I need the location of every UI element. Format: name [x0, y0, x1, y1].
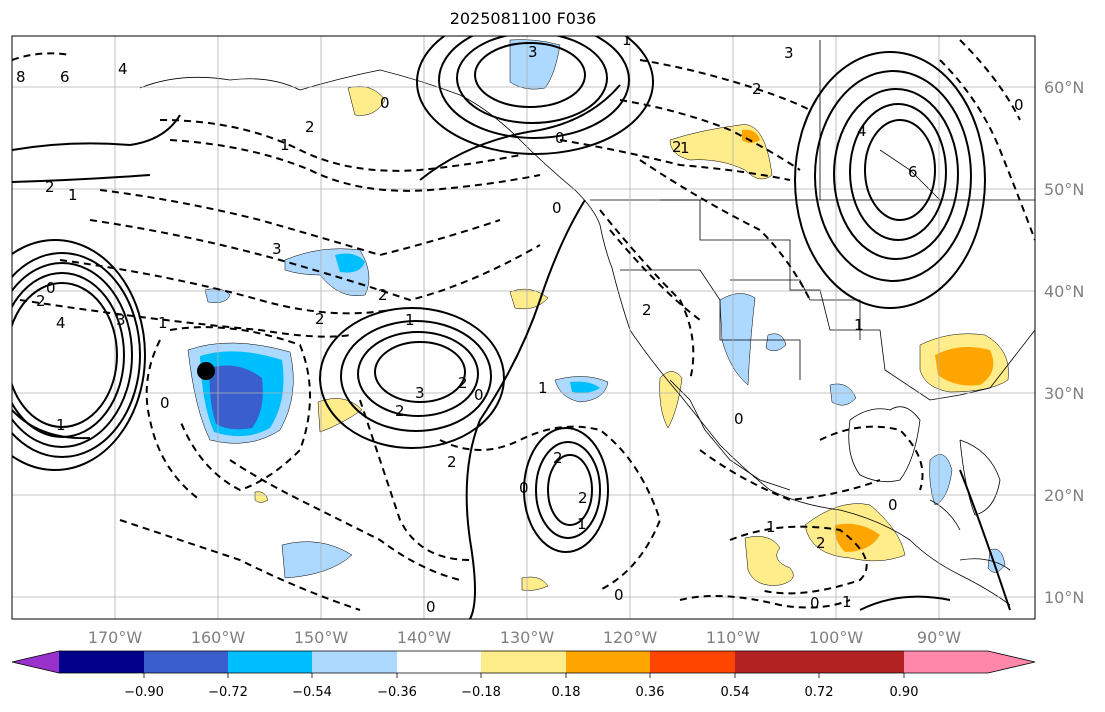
colorbar-segment — [735, 651, 819, 673]
colorbar-segment — [144, 651, 228, 673]
contour-label: 4 — [118, 60, 128, 78]
contour-label: 2 — [752, 80, 762, 98]
lat-label: 20°N — [1044, 486, 1084, 505]
lon-label: 120°W — [603, 628, 658, 647]
lon-label: 110°W — [706, 628, 761, 647]
contour-label: 2 — [45, 178, 55, 196]
contour-label: 0 — [474, 386, 484, 404]
colorbar-tick-label: −0.72 — [208, 685, 248, 700]
colorbar-tick-label: −0.36 — [377, 685, 417, 700]
colorbar-min-extend — [12, 651, 59, 673]
contour-label: 1 — [842, 593, 852, 611]
contour-label: 0 — [160, 394, 170, 412]
colorbar-segment-upper — [819, 651, 904, 673]
colorbar-segment — [228, 651, 312, 673]
contour-label: 2 — [315, 310, 325, 328]
contour-label: 1 — [158, 314, 168, 332]
map-frame — [11, 35, 1036, 620]
contour-label: 0 — [888, 496, 898, 514]
colorbar-segment — [59, 651, 144, 673]
contour-label: 0 — [1014, 96, 1024, 114]
contour-label: 2 — [553, 449, 563, 467]
map-area: 8 6 4 2 1 0 4 3 2 0 1 2 3 3 2 1 2 0 1 2 … — [12, 31, 1035, 619]
colorbar-tick-label: −0.18 — [461, 685, 501, 700]
contour-label: 0 — [734, 410, 744, 428]
contour-label: 2 — [395, 402, 405, 420]
contour-label: 3 — [528, 43, 538, 61]
contour-label: 0 — [426, 598, 436, 616]
colorbar-segment — [566, 651, 650, 673]
contour-label: 6 — [60, 68, 70, 86]
contour-label: 1 — [68, 186, 78, 204]
contour-label: 1 — [854, 316, 864, 334]
contour-label: 2 — [642, 301, 652, 319]
contour-label: 0 — [614, 586, 624, 604]
contour-label: 1 — [56, 416, 66, 434]
lon-label: 100°W — [809, 628, 864, 647]
storm-center-dot — [197, 362, 215, 380]
colorbar-tick-label: −0.54 — [292, 685, 332, 700]
lon-label: 160°W — [191, 628, 246, 647]
negative-contours — [12, 39, 1035, 611]
colorbar-segment — [397, 651, 481, 673]
longitude-labels: 170°W 160°W 150°W 140°W 130°W 120°W 110°… — [88, 628, 961, 647]
contour-label: 6 — [908, 163, 918, 181]
contour-label: 2 — [378, 286, 388, 304]
contour-label: 4 — [56, 314, 66, 332]
latitude-labels: 60°N 50°N 40°N 30°N 20°N 10°N — [1044, 78, 1084, 607]
contour-label: 0 — [46, 279, 56, 297]
contour-label: 1 — [680, 139, 690, 157]
lat-label: 10°N — [1044, 588, 1084, 607]
contour-label: 0 — [555, 129, 565, 147]
contour-label: 2 — [816, 534, 826, 552]
contour-label: 3 — [116, 311, 126, 329]
contour-label: 2 — [672, 138, 682, 156]
contour-label: 0 — [810, 594, 820, 612]
contour-label: 0 — [552, 199, 562, 217]
contour-label: 2 — [36, 292, 46, 310]
colorbar-tick-label: 0.36 — [636, 685, 665, 700]
contour-label: 3 — [415, 384, 425, 402]
contour-label: 2 — [447, 453, 457, 471]
contour-label: 3 — [272, 240, 282, 258]
contour-label: 1 — [538, 379, 548, 397]
lon-label: 90°W — [917, 628, 961, 647]
contour-label: 8 — [16, 68, 26, 86]
contour-label: 2 — [578, 489, 588, 507]
lon-label: 130°W — [500, 628, 555, 647]
colorbar-tick-label: −0.90 — [124, 685, 164, 700]
colorbar-tick-label: 0.18 — [552, 685, 581, 700]
lat-label: 60°N — [1044, 78, 1084, 97]
colorbar-segment — [312, 651, 397, 673]
lat-label: 50°N — [1044, 180, 1084, 199]
colorbar-segment — [481, 651, 566, 673]
contour-label: 1 — [405, 311, 415, 329]
lon-label: 140°W — [397, 628, 452, 647]
colorbar-tick-label: 0.72 — [805, 685, 834, 700]
contour-label: 0 — [380, 94, 390, 112]
contour-label: 1 — [766, 518, 776, 536]
contour-labels: 8 6 4 2 1 0 4 3 2 0 1 2 3 3 2 1 2 0 1 2 … — [16, 31, 1024, 616]
contour-label: 2 — [305, 118, 315, 136]
coastlines — [139, 40, 1035, 606]
colorbar-tick-label: 0.54 — [721, 685, 750, 700]
contour-label: 2 — [458, 374, 468, 392]
lat-label: 30°N — [1044, 384, 1084, 403]
lat-label: 40°N — [1044, 282, 1084, 301]
positive-contours — [12, 36, 1011, 619]
contour-label: 4 — [857, 122, 867, 140]
colorbar-segment — [650, 651, 735, 673]
lon-label: 150°W — [294, 628, 349, 647]
contour-label: 1 — [280, 136, 290, 154]
map-title: 2025081100 F036 — [449, 9, 597, 28]
colorbar: −0.90 −0.72 −0.54 −0.36 −0.18 0.18 0.36 … — [11, 650, 1036, 700]
contour-label: 0 — [519, 479, 529, 497]
contour-label: 1 — [622, 31, 632, 49]
contour-label: 1 — [577, 515, 587, 533]
colorbar-tick-label: 0.90 — [890, 685, 919, 700]
contour-label: 3 — [784, 44, 794, 62]
lon-label: 170°W — [88, 628, 143, 647]
